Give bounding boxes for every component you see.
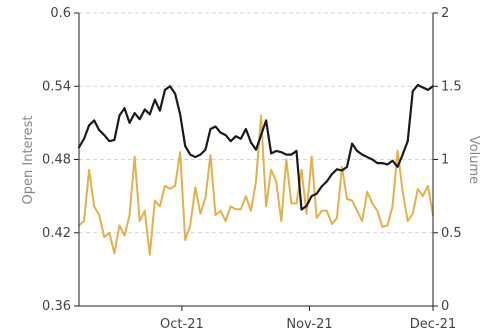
x-tick-label: Oct-21 bbox=[160, 317, 204, 332]
axes: 0.36 0.42 0.48 0.54 0.6 0 0.5 1 1.5 2 Oct-21 Nov-21… bbox=[42, 6, 462, 332]
y-right-tick-label: 1.5 bbox=[441, 79, 462, 94]
y-right-tick-label: 0 bbox=[441, 299, 449, 314]
y-left-tick-label: 0.48 bbox=[42, 153, 71, 168]
grid bbox=[79, 12, 433, 307]
y-right-tick-label: 2 bbox=[441, 6, 449, 21]
y-left-tick-label: 0.42 bbox=[42, 226, 71, 241]
x-tick-label: Nov-21 bbox=[286, 317, 332, 332]
y-right-tick-label: 0.5 bbox=[441, 226, 462, 241]
y-left-tick-label: 0.6 bbox=[50, 6, 71, 21]
y-left-tick-label: 0.36 bbox=[42, 299, 71, 314]
x-tick-label: Dec-21 bbox=[410, 317, 456, 332]
open-interest-series-line bbox=[77, 83, 435, 211]
series-layer bbox=[77, 83, 435, 256]
y-left-tick-label: 0.54 bbox=[42, 79, 71, 94]
y-right-tick-label: 1 bbox=[441, 153, 449, 168]
volume-series-line bbox=[78, 114, 434, 256]
y-right-axis-title: Volume bbox=[466, 136, 481, 184]
y-left-axis-title: Open Interest bbox=[21, 116, 36, 205]
